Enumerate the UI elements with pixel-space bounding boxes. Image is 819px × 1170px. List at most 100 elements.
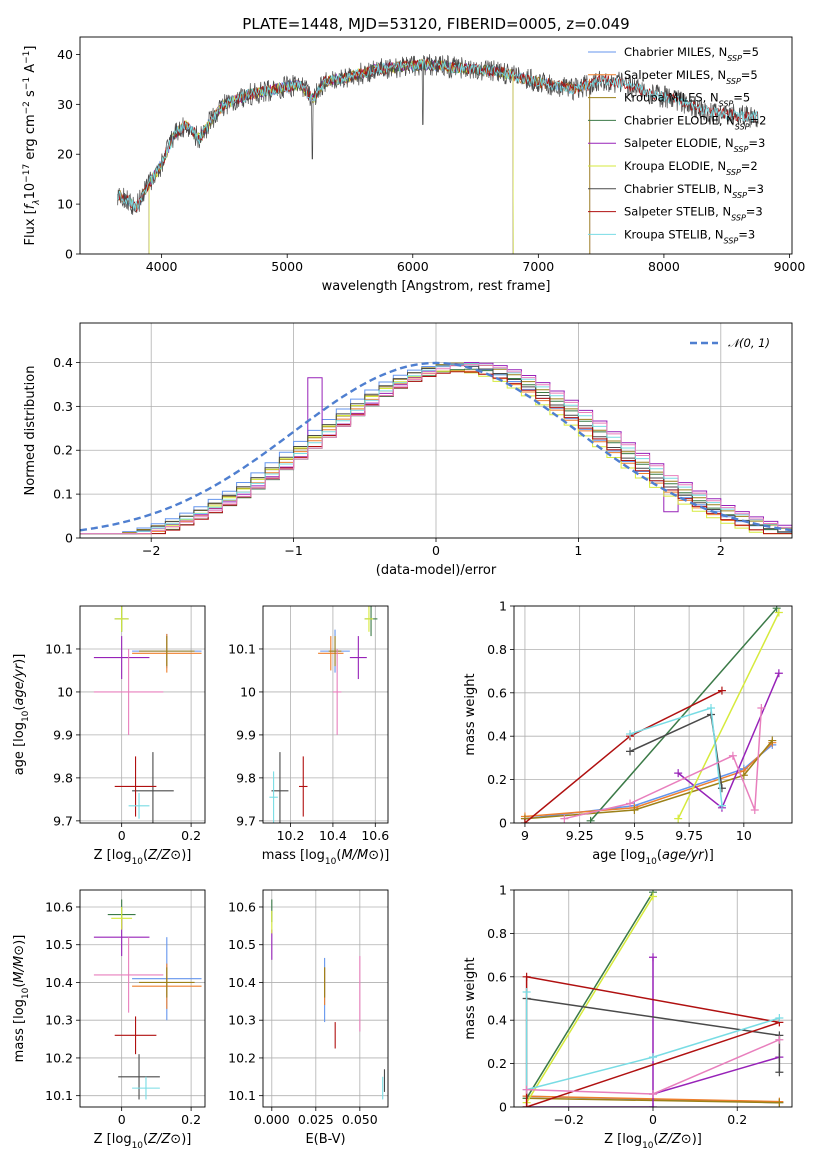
x-axis-label: Z [log10(Z/Z⊙)]	[94, 848, 192, 867]
errorbar-point	[328, 636, 342, 667]
x-tick-label: 0	[432, 543, 440, 558]
plus-marker	[560, 814, 569, 823]
histogram-step	[80, 364, 792, 535]
axes-frame	[79, 36, 793, 255]
y-tick-label: 10.1	[228, 641, 256, 656]
weight-line	[525, 891, 654, 1099]
x-tick-label: 0	[118, 1112, 126, 1127]
x-tick-label: 9	[521, 828, 529, 843]
y-tick-label: 10.5	[228, 937, 256, 952]
plus-marker	[522, 1103, 531, 1107]
x-axis-label: mass [log10(M/M⊙)]	[262, 848, 390, 867]
y-tick-label: 10.5	[45, 937, 73, 952]
x-tick-label: −0.2	[554, 1112, 584, 1127]
plus-marker	[522, 987, 531, 996]
axes-frame	[513, 605, 793, 824]
y-tick-label: 0	[65, 531, 73, 546]
x-axis-label: Z [log10(Z/Z⊙)]	[604, 1132, 702, 1151]
spectrum-line-salpeter-miles	[117, 58, 591, 254]
plus-marker	[768, 736, 777, 745]
figure-title: PLATE=1448, MJD=53120, FIBERID=0005, z=0…	[242, 15, 629, 33]
y-tick-label: 10.4	[45, 975, 73, 990]
y-tick-label: 10.3	[228, 1013, 256, 1028]
histogram-step	[80, 363, 792, 535]
errorbar-point	[349, 636, 367, 680]
y-tick-label: 10.1	[45, 1088, 73, 1103]
y-tick-label: 9.9	[236, 727, 256, 742]
errorbar-point	[128, 792, 150, 819]
x-tick-label: 7000	[522, 259, 554, 274]
x-tick-label: 8000	[648, 259, 680, 274]
plus-marker	[522, 972, 531, 981]
plus-marker	[717, 686, 726, 695]
x-tick-label: 9.25	[566, 828, 594, 843]
errorbar-point	[269, 771, 278, 823]
y-tick-label: 0.6	[487, 685, 507, 700]
y-tick-label: 0.4	[487, 729, 507, 744]
axes-mass_vs_Z: 0 0.2 10.1 10.2 10.3 10.4 10.5 10.6 Z [log10(Z/Z…	[12, 889, 206, 1151]
errorbar-point	[271, 752, 289, 823]
y-tick-label: 10.4	[228, 975, 256, 990]
x-tick-label: 0.2	[727, 1112, 747, 1127]
plus-marker	[586, 816, 595, 823]
plus-marker	[775, 1035, 784, 1044]
axes-frame	[262, 889, 389, 1108]
x-tick-label: 4000	[146, 259, 178, 274]
legend-label: 𝒩(0, 1)	[728, 336, 770, 350]
axes-frame	[79, 889, 206, 1108]
axes-massweight_vs_Z: −0.2 0 0.2 0 0.2 0.4 0.6 0.8 1 Z [log10(Z/Z⊙)] mas…	[463, 883, 793, 1151]
axes-mass_vs_ebv: 0.000 0.025 0.050 10.1 10.2 10.3 10.4 10.5 10.6 E…	[228, 889, 389, 1147]
axes-massweight_vs_age: 9 9.25 9.5 9.75 10 0 0.2 0.4 0.6 0.8 1 age [log10(a…	[463, 599, 793, 867]
legend-label: Chabrier ELODIE, NSSP=2	[624, 113, 766, 130]
plus-marker	[772, 606, 781, 613]
plus-marker	[630, 805, 639, 814]
spectrum-line-salpeter-elodie	[148, 59, 514, 254]
x-tick-label: 10.4	[319, 828, 347, 843]
y-tick-label: 9.8	[53, 770, 73, 785]
y-tick-label: 0.4	[487, 1013, 507, 1028]
hist-legend: 𝒩(0, 1)	[690, 336, 770, 350]
y-tick-label: 40	[57, 47, 73, 62]
y-tick-label: 10	[240, 684, 256, 699]
weight-line	[677, 612, 780, 820]
y-tick-label: 9.8	[236, 770, 256, 785]
legend-label: Salpeter MILES, NSSP=5	[624, 68, 758, 86]
axes-frame	[79, 322, 793, 539]
spectrum-line-kroupa-miles	[117, 59, 591, 254]
weight-line	[629, 713, 723, 789]
x-tick-label: 9.75	[675, 828, 703, 843]
normal-reference-curve	[80, 361, 792, 532]
plus-marker	[522, 1085, 531, 1094]
y-tick-label: 0.2	[487, 772, 507, 787]
y-tick-label: 9.9	[53, 727, 73, 742]
errorbar-point	[114, 1016, 157, 1055]
weight-line	[525, 992, 780, 1091]
x-axis-label: wavelength [Angstrom, rest frame]	[322, 279, 551, 294]
axes-spectrum: 4000 5000 6000 7000 8000 9000 0 10 20 30 40 wavelen…	[22, 36, 806, 294]
plus-marker	[649, 953, 657, 962]
plus-marker	[717, 784, 726, 793]
y-tick-label: 10.3	[45, 1013, 73, 1028]
weight-line	[564, 707, 763, 820]
plus-marker	[649, 1089, 657, 1098]
legend-label: Chabrier STELIB, NSSP=3	[624, 182, 764, 200]
y-tick-label: 0.6	[487, 969, 507, 984]
errorbar-point	[93, 937, 164, 1013]
y-axis-label: Normed distribution	[23, 366, 38, 496]
plus-marker	[674, 814, 683, 823]
x-axis-label: E(B-V)	[305, 1132, 345, 1147]
x-tick-label: −1	[284, 543, 302, 558]
y-tick-label: 1	[499, 599, 507, 614]
x-tick-label: 9000	[774, 259, 806, 274]
y-tick-label: 0.1	[53, 487, 73, 502]
x-tick-label: 0.025	[298, 1112, 334, 1127]
x-tick-label: 0	[118, 828, 126, 843]
y-tick-label: 9.7	[53, 813, 73, 828]
plus-marker	[649, 1053, 657, 1062]
x-tick-label: 0.2	[181, 828, 201, 843]
errorbar-point	[139, 967, 195, 998]
y-tick-label: 10.6	[228, 899, 256, 914]
y-tick-label: 0.8	[487, 926, 507, 941]
y-tick-label: 0.2	[53, 443, 73, 458]
